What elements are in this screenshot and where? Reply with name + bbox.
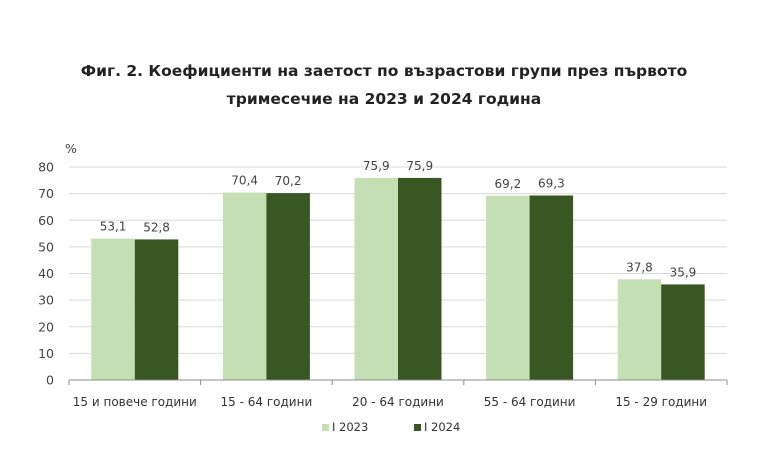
data-label: 35,9 (670, 265, 697, 279)
chart-title-line-2: тримесечие на 2023 и 2024 година (226, 90, 542, 108)
bar (486, 195, 530, 380)
x-tick-label: 15 и повече години (73, 395, 197, 409)
legend-label: I 2023 (332, 420, 368, 434)
x-tick-label: 15 - 29 години (615, 395, 707, 409)
x-tick-label: 20 - 64 години (352, 395, 444, 409)
y-tick-label: 60 (38, 213, 54, 228)
bar (91, 238, 135, 380)
data-label: 53,1 (100, 220, 127, 234)
y-tick-label: 10 (38, 346, 54, 361)
data-label: 69,2 (494, 177, 521, 191)
data-label: 70,2 (275, 174, 302, 188)
bar (398, 177, 442, 380)
y-tick-label: 30 (38, 293, 54, 308)
y-tick-label: 70 (38, 186, 54, 201)
legend-label: I 2024 (424, 420, 460, 434)
chart-title-line-1: Фиг. 2. Коефициенти на заетост по възрас… (80, 62, 688, 80)
y-tick-label: 80 (38, 160, 54, 175)
x-tick-label: 55 - 64 години (484, 395, 576, 409)
bar (661, 284, 705, 380)
data-label: 70,4 (231, 174, 258, 188)
x-tick-label: 15 - 64 години (221, 395, 313, 409)
y-tick-label: 40 (38, 266, 54, 281)
legend-swatch (414, 424, 421, 431)
y-tick-label: 50 (38, 239, 54, 254)
chart-title: Фиг. 2. Коефициенти на заетост по възрас… (0, 57, 768, 113)
legend-swatch (322, 424, 329, 431)
bar (354, 177, 398, 380)
bar (222, 192, 267, 380)
y-tick-label: 0 (46, 373, 54, 388)
data-label: 37,8 (626, 260, 653, 274)
y-tick-label: 20 (38, 319, 54, 334)
bar (529, 195, 574, 380)
data-label: 75,9 (363, 159, 390, 173)
bar (266, 193, 310, 380)
data-label: 75,9 (406, 159, 433, 173)
bar (134, 239, 179, 380)
bar (617, 279, 662, 380)
data-label: 52,8 (143, 220, 170, 234)
y-axis-unit: % (65, 141, 77, 156)
data-label: 69,3 (538, 176, 565, 190)
